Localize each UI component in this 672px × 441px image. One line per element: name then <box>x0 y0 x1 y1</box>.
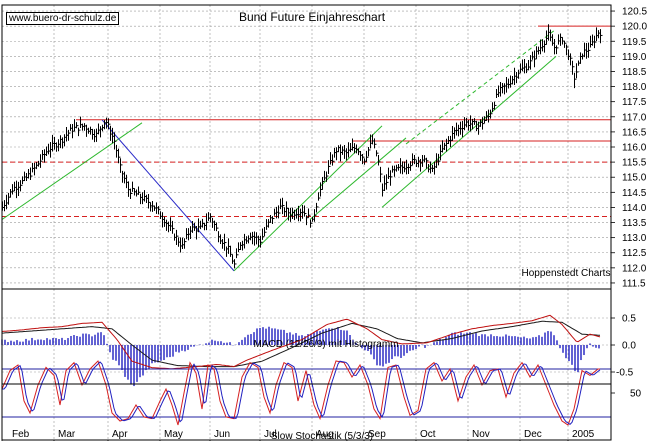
price-tick-label: 115.0 <box>622 173 647 184</box>
price-tick-label: 117.0 <box>622 112 647 123</box>
price-tick-label: 114.5 <box>622 188 647 199</box>
price-tick-label: 115.5 <box>622 158 647 169</box>
macd-panel <box>1 314 601 387</box>
x-tick-label: Jul <box>264 429 277 440</box>
x-tick-label: Jun <box>214 429 230 440</box>
panel-frames <box>1 4 612 441</box>
macd-tick-label: 0.5 <box>622 314 636 325</box>
price-tick-label: 112.5 <box>622 248 647 259</box>
x-tick-label: Mar <box>58 429 76 440</box>
stochastic-panel <box>1 360 611 426</box>
stoch-k-line <box>1 360 600 426</box>
macd-line <box>1 314 601 370</box>
price-tick-label: 120.0 <box>622 22 647 33</box>
x-tick-label: 2005 <box>572 429 595 440</box>
trendline-downtrend <box>101 119 235 272</box>
price-tick-label: 116.0 <box>622 143 647 154</box>
macd-signal-line <box>1 320 601 368</box>
x-tick-label: Oct <box>420 429 436 440</box>
stoch-tick-label: 50 <box>630 389 642 400</box>
axis-labels: Feb Mar Apr May Jun Jul Aug Sep Oct Nov Dec 2005 111… <box>12 7 647 440</box>
trendline-channel <box>381 55 557 208</box>
watermark-label: www.buero-dr-schulz.de <box>6 12 120 25</box>
x-tick-label: Dec <box>524 429 542 440</box>
price-bars <box>2 24 603 269</box>
x-tick-label: Sep <box>368 429 386 440</box>
stochastic-title: Slow Stochastik (5/3/3) <box>271 431 373 441</box>
trendline-dashed <box>405 28 557 145</box>
macd-tick-label: -0.5 <box>616 368 634 379</box>
price-tick-label: 116.5 <box>622 127 647 138</box>
price-tick-label: 112.0 <box>622 263 647 274</box>
price-tick-label: 120.5 <box>622 7 647 18</box>
price-tick-label: 111.5 <box>622 278 646 289</box>
source-annotation: Hoppenstedt Charts <box>522 268 611 279</box>
price-tick-label: 113.5 <box>622 218 647 229</box>
price-tick-label: 114.0 <box>622 203 647 214</box>
x-tick-label: Nov <box>472 429 490 440</box>
x-tick-label: Aug <box>316 429 334 440</box>
x-tick-label: Feb <box>12 429 30 440</box>
price-tick-label: 113.0 <box>622 233 647 244</box>
price-tick-label: 118.5 <box>622 67 647 78</box>
macd-title: MACD (12/26/9) mit Histogramm <box>253 339 398 350</box>
trendline-channel <box>309 137 407 220</box>
x-tick-label: May <box>164 429 183 440</box>
price-tick-label: 119.0 <box>622 52 647 63</box>
price-tick-label: 118.0 <box>622 82 647 93</box>
macd-tick-label: 0.0 <box>622 341 636 352</box>
plot-frame <box>1 4 612 441</box>
chart-title: Bund Future Einjahreschart <box>239 10 386 24</box>
stoch-d-line <box>2 360 601 425</box>
price-tick-label: 119.5 <box>622 37 647 48</box>
x-tick-label: Apr <box>112 429 128 440</box>
price-tick-label: 117.5 <box>622 97 647 108</box>
